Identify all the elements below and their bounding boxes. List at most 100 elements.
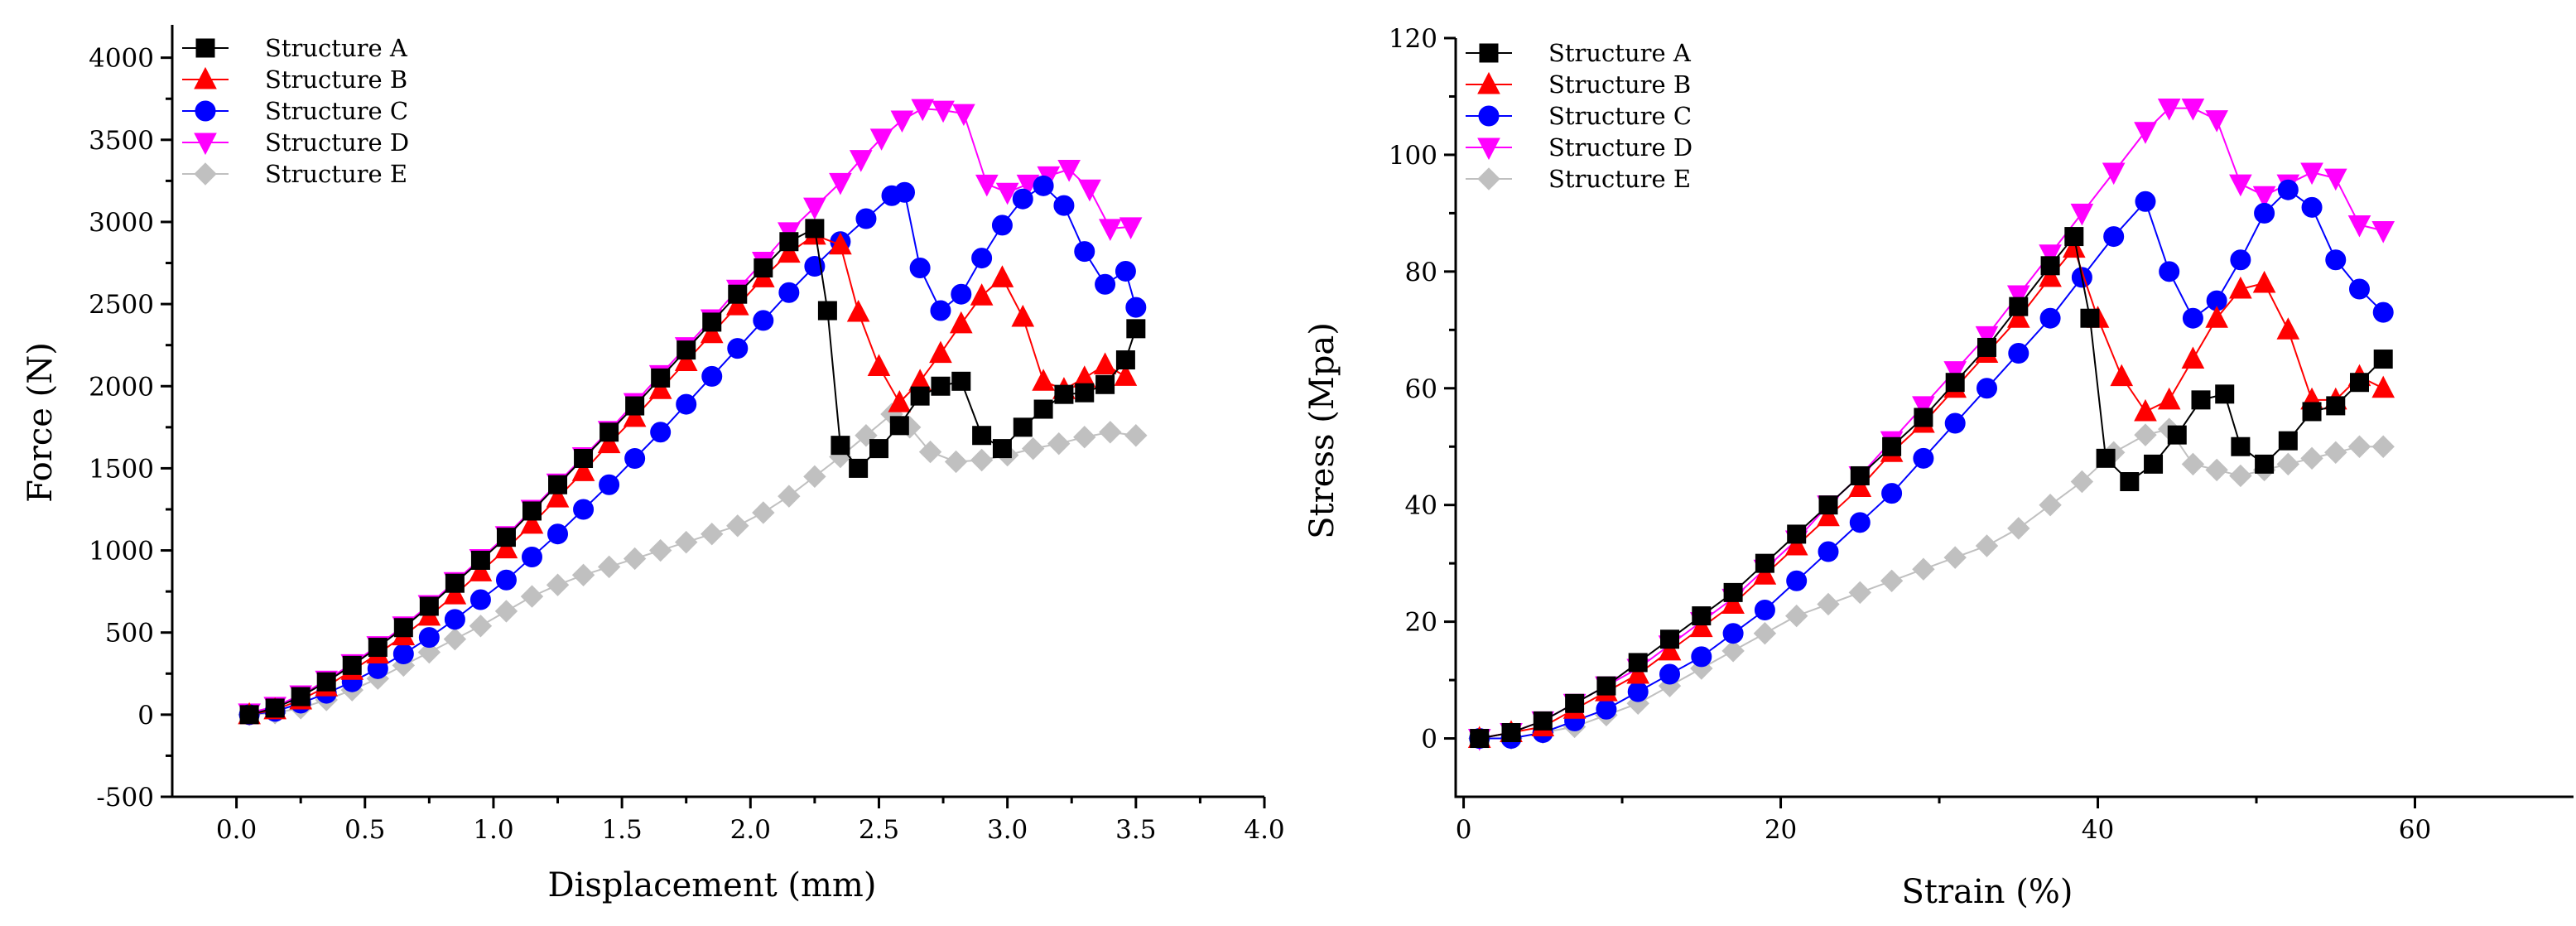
data-point xyxy=(368,638,388,658)
data-point xyxy=(1053,195,1075,216)
data-point xyxy=(1723,582,1743,602)
data-point xyxy=(1115,350,1135,370)
data-point xyxy=(867,354,891,376)
chart1-ytick-label: 0 xyxy=(1421,725,1437,755)
data-point xyxy=(2039,493,2062,517)
data-point xyxy=(1755,553,1774,573)
data-point xyxy=(2167,425,2187,445)
data-point xyxy=(1119,217,1143,239)
data-point xyxy=(1093,352,1117,374)
data-point xyxy=(2276,452,2300,476)
legend-label: Structure A xyxy=(265,34,408,62)
data-point xyxy=(2372,301,2394,323)
data-point xyxy=(753,310,774,331)
chart0-xtick-label: 2.5 xyxy=(859,815,899,845)
data-point xyxy=(1078,179,1101,202)
data-point xyxy=(1975,326,1999,349)
data-point xyxy=(392,643,414,664)
data-point xyxy=(2230,249,2251,271)
data-point xyxy=(1565,693,1585,713)
data-point xyxy=(2191,390,2211,410)
data-point xyxy=(1754,600,1775,621)
data-point xyxy=(992,439,1012,459)
data-point xyxy=(599,474,620,495)
data-point xyxy=(548,475,568,494)
data-point xyxy=(1786,570,1808,591)
data-point xyxy=(970,283,994,306)
data-point xyxy=(829,172,852,195)
data-point xyxy=(2347,215,2371,238)
data-point xyxy=(2062,235,2086,258)
chart1-ylabel: Stress (Mpa) xyxy=(1303,322,1341,539)
chart1-legend: Structure A Structure B Structure C Structu… xyxy=(1466,39,1692,193)
chart1-ytick-label: 20 xyxy=(1405,608,1437,638)
data-point xyxy=(469,559,493,581)
data-point xyxy=(1944,412,1966,434)
data-point xyxy=(805,219,825,239)
legend-marker xyxy=(194,162,217,186)
data-point xyxy=(728,284,748,304)
data-point xyxy=(1596,698,1617,720)
data-point xyxy=(2006,306,2030,328)
data-point xyxy=(521,546,542,567)
chart1-xtick-label: 60 xyxy=(2399,815,2431,845)
data-point xyxy=(1787,524,1807,544)
data-point xyxy=(1125,297,1147,318)
data-point xyxy=(972,426,992,446)
data-point xyxy=(674,530,698,554)
data-point xyxy=(849,458,869,478)
data-point xyxy=(727,338,749,359)
data-point xyxy=(2181,452,2205,476)
legend-label: Structure D xyxy=(1548,133,1692,162)
data-point xyxy=(2371,221,2395,244)
data-point xyxy=(469,615,493,638)
data-point xyxy=(1115,260,1136,282)
data-point xyxy=(623,547,647,571)
data-point xyxy=(522,501,542,521)
data-point xyxy=(1912,396,1935,418)
data-point xyxy=(417,640,441,664)
data-point xyxy=(1753,622,1777,645)
data-point xyxy=(239,705,259,725)
data-point xyxy=(599,422,619,442)
data-point xyxy=(1073,426,1096,449)
data-point xyxy=(674,349,698,372)
data-point xyxy=(573,499,595,520)
data-point xyxy=(951,283,972,305)
data-point xyxy=(1658,638,1682,661)
chart0-ytick-label: 3000 xyxy=(89,208,154,238)
data-point xyxy=(1848,581,1872,605)
data-point xyxy=(931,376,951,396)
data-point xyxy=(2134,398,2157,422)
data-point xyxy=(2323,168,2347,191)
data-point xyxy=(2301,196,2323,218)
data-point xyxy=(970,448,994,472)
data-point xyxy=(2229,464,2252,488)
data-point xyxy=(778,240,801,263)
chart0-ytick-label: 1000 xyxy=(89,537,154,567)
data-point xyxy=(2277,179,2299,200)
data-point xyxy=(2300,446,2323,470)
data-point xyxy=(2215,384,2235,404)
data-point xyxy=(623,404,647,427)
data-point xyxy=(702,312,722,332)
data-point xyxy=(1470,729,1490,749)
data-point xyxy=(2039,307,2061,329)
data-point xyxy=(597,431,621,454)
chart0-xtick-label: 1.5 xyxy=(601,815,642,845)
data-point xyxy=(803,465,826,489)
data-point xyxy=(624,448,646,470)
data-point xyxy=(574,449,594,469)
data-point xyxy=(2103,226,2125,248)
data-point xyxy=(909,257,931,278)
data-point xyxy=(846,299,870,322)
chart1-ytick-label: 100 xyxy=(1389,141,1437,171)
chart1-ytick-label: 40 xyxy=(1405,491,1437,521)
legend-label: Structure C xyxy=(1548,102,1692,130)
legend-marker xyxy=(194,66,217,89)
data-point xyxy=(1596,676,1616,696)
data-point xyxy=(1013,417,1033,437)
data-point xyxy=(1818,541,1839,562)
data-point xyxy=(888,390,912,412)
